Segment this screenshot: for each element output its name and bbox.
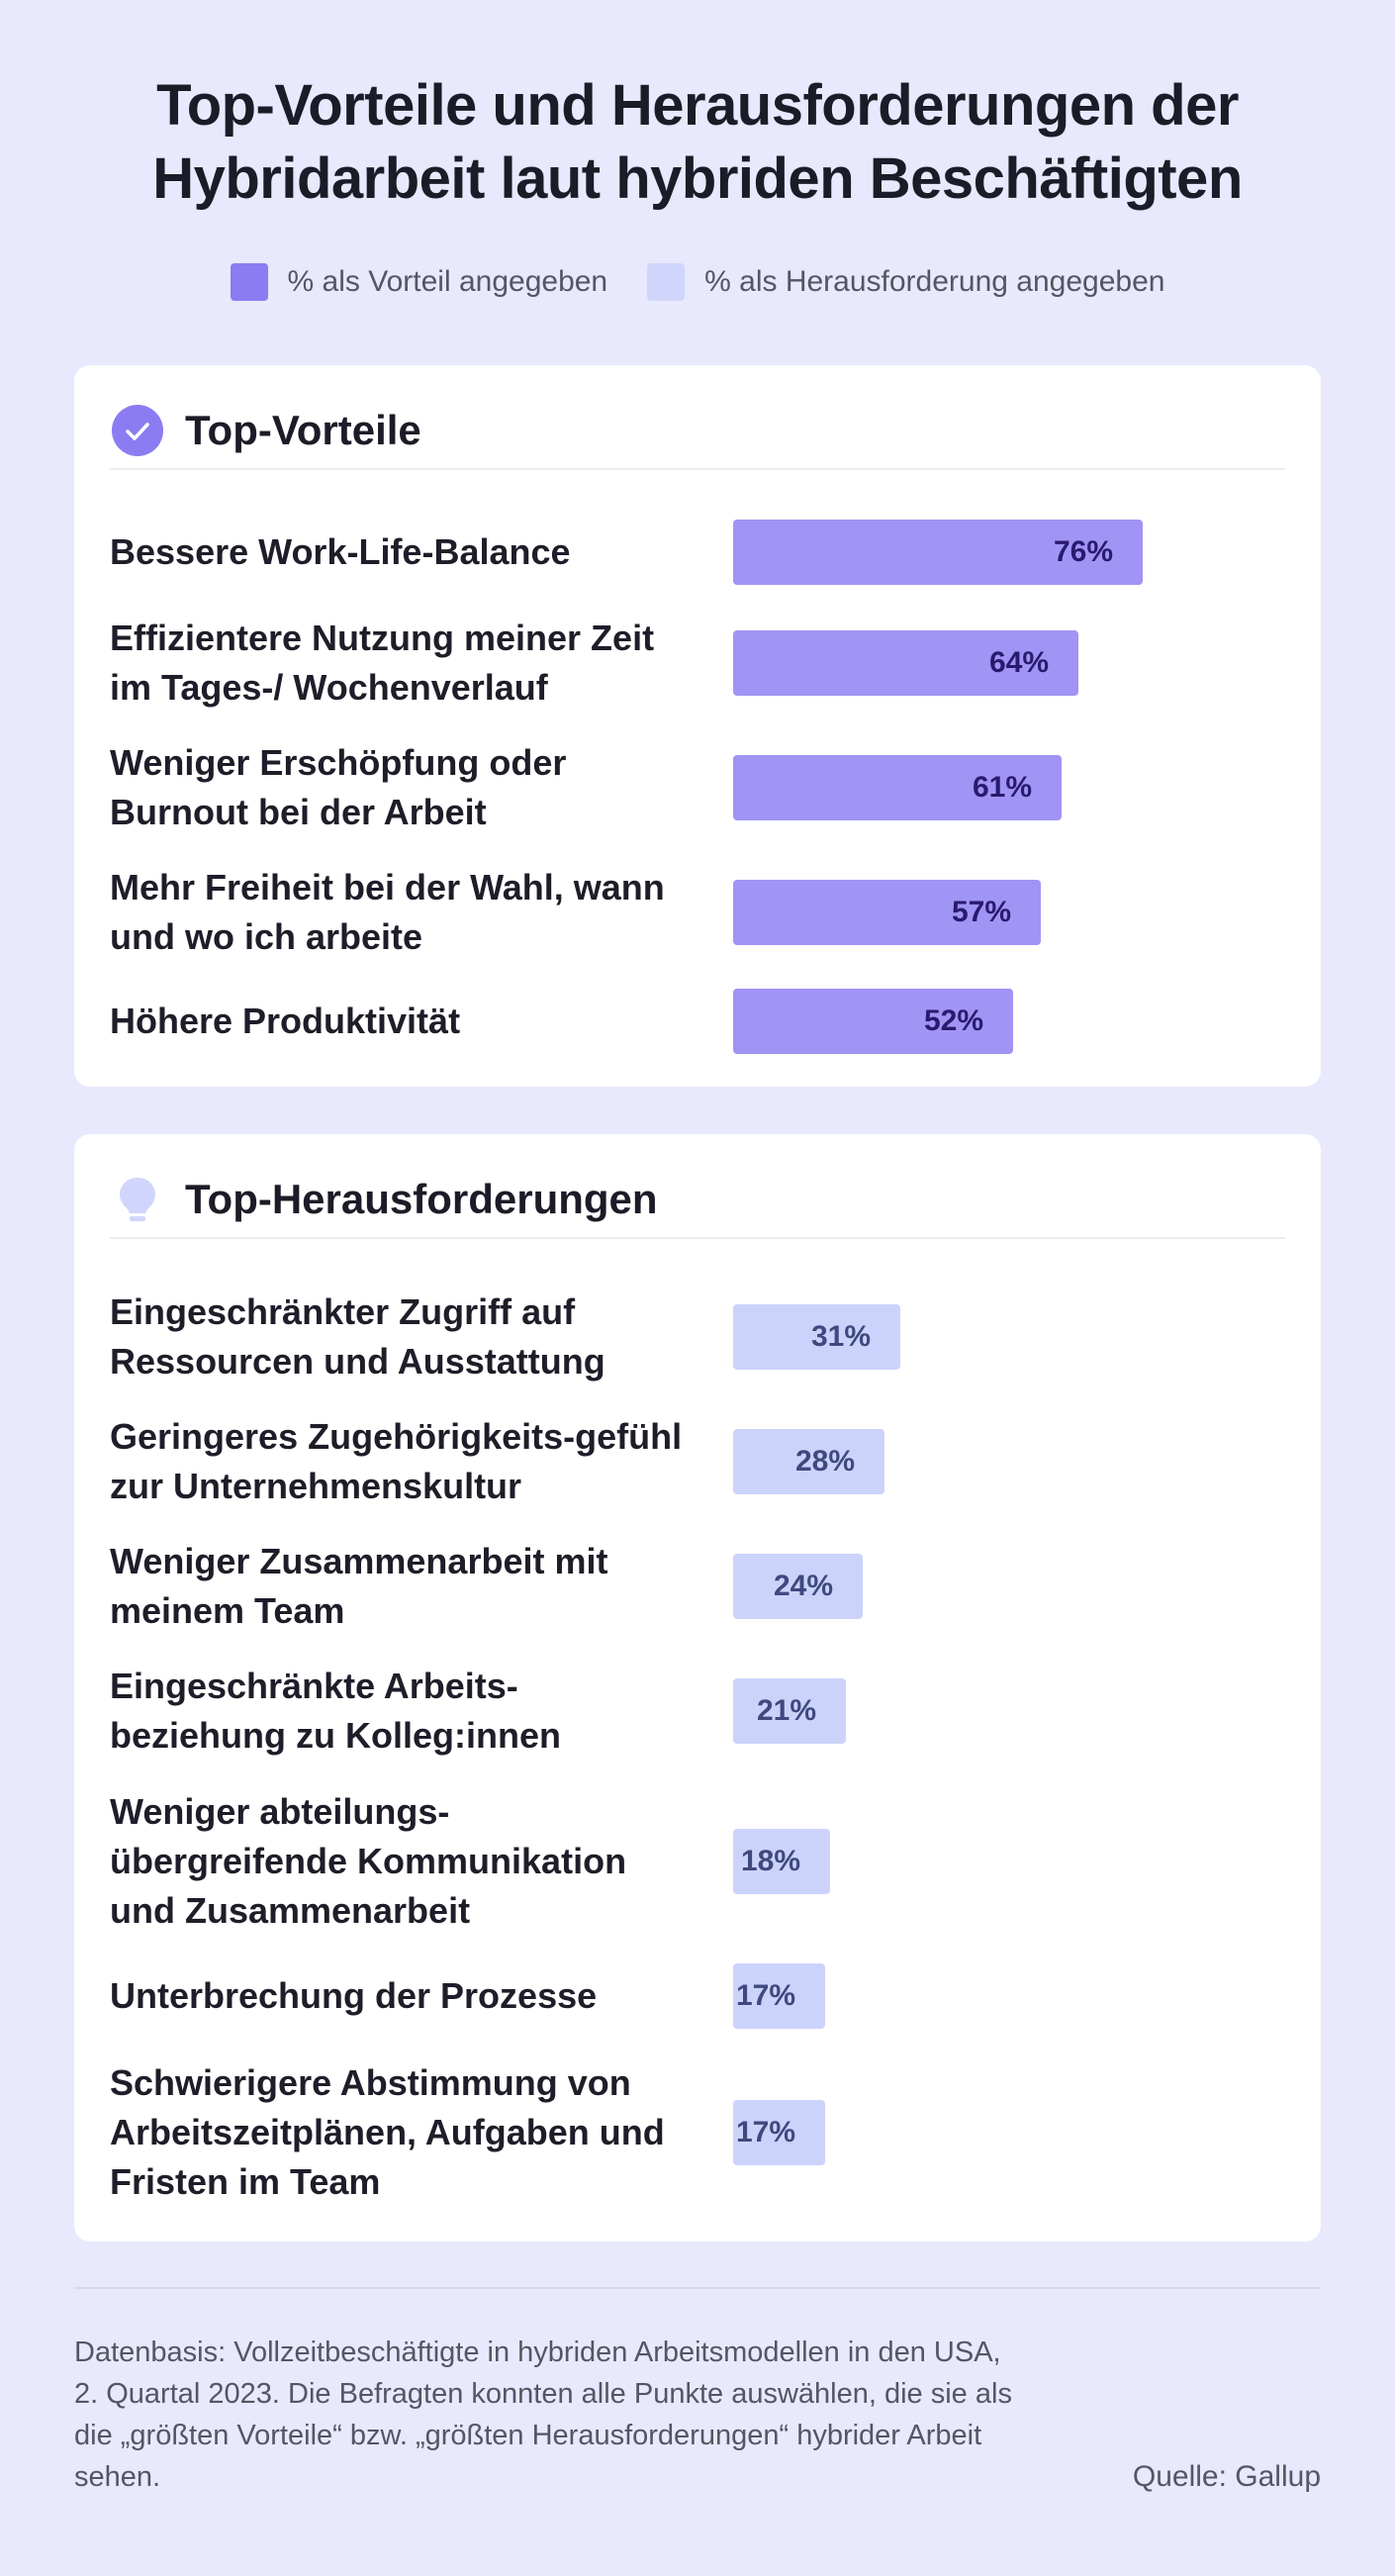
challenge-row: Weniger abteilungs-übergreifende Kommuni…: [74, 1787, 1321, 1936]
advantage-row: Höhere Produktivität 52%: [74, 989, 1321, 1054]
challenge-category-label: Eingeschränkter Zugriff auf Ressourcen u…: [110, 1288, 684, 1385]
advantage-value-label: 76%: [1054, 535, 1113, 569]
legend-label-challenge: % als Herausforderung angegeben: [704, 265, 1164, 299]
challenge-value-label: 28%: [795, 1445, 855, 1479]
legend-swatch-challenge: [647, 263, 685, 301]
challenges-title: Top-Herausforderungen: [185, 1176, 658, 1223]
challenge-bar: 28%: [733, 1429, 884, 1494]
advantage-category-label: Effizientere Nutzung meiner Zeit im Tage…: [110, 615, 684, 712]
advantage-row: Bessere Work-Life-Balance 76%: [74, 520, 1321, 585]
advantage-category-label: Höhere Produktivität: [110, 989, 684, 1054]
challenge-row: Schwierigere Abstimmung von Arbeitszeitp…: [74, 2058, 1321, 2207]
challenge-category-label: Schwierigere Abstimmung von Arbeitszeitp…: [110, 2058, 684, 2207]
challenge-row: Geringeres Zugehörigkeits-gefühl zur Unt…: [74, 1413, 1321, 1510]
challenge-category-label: Geringeres Zugehörigkeits-gefühl zur Unt…: [110, 1413, 684, 1510]
advantages-card: Top-Vorteile Bessere Work-Life-Balance 76…: [74, 365, 1321, 1087]
challenge-row: Unterbrechung der Prozesse 17%: [74, 1963, 1321, 2029]
legend-item-advantage: % als Vorteil angegeben: [231, 263, 608, 301]
challenge-value-label: 18%: [741, 1845, 800, 1878]
challenge-row: Eingeschränkter Zugriff auf Ressourcen u…: [74, 1288, 1321, 1385]
challenge-value-label: 21%: [757, 1694, 816, 1728]
challenge-value-label: 24%: [774, 1570, 833, 1603]
legend-swatch-advantage: [231, 263, 268, 301]
challenge-category-label: Weniger Zusammenarbeit mit meinem Team: [110, 1538, 684, 1635]
advantage-value-label: 52%: [924, 1004, 983, 1038]
challenge-category-label: Unterbrechung der Prozesse: [110, 1963, 684, 2029]
challenge-category-label: Weniger abteilungs-übergreifende Kommuni…: [110, 1787, 684, 1936]
advantage-value-label: 64%: [989, 646, 1049, 680]
advantage-category-label: Mehr Freiheit bei der Wahl, wann und wo …: [110, 864, 684, 961]
challenge-row: Weniger Zusammenarbeit mit meinem Team 24…: [74, 1538, 1321, 1635]
challenge-bar: 17%: [733, 1963, 825, 2029]
footnote: Datenbasis: Vollzeitbeschäftigte in hybr…: [74, 2332, 1024, 2498]
challenges-divider: [110, 1237, 1285, 1239]
challenge-bar: 24%: [733, 1554, 863, 1619]
advantage-bar: 76%: [733, 520, 1143, 585]
advantage-row: Effizientere Nutzung meiner Zeit im Tage…: [74, 615, 1321, 712]
challenge-bar: 31%: [733, 1304, 900, 1370]
legend-item-challenge: % als Herausforderung angegeben: [647, 263, 1164, 301]
advantages-header: Top-Vorteile: [110, 403, 421, 458]
legend-label-advantage: % als Vorteil angegeben: [288, 265, 608, 299]
legend: % als Vorteil angegeben % als Herausford…: [0, 263, 1395, 301]
challenges-card: Top-Herausforderungen Eingeschränkter Zu…: [74, 1134, 1321, 2242]
challenge-row: Eingeschränkte Arbeits-beziehung zu Koll…: [74, 1663, 1321, 1760]
advantage-bar: 57%: [733, 880, 1041, 945]
advantage-row: Mehr Freiheit bei der Wahl, wann und wo …: [74, 864, 1321, 961]
advantage-bar: 64%: [733, 630, 1078, 696]
challenge-category-label: Eingeschränkte Arbeits-beziehung zu Koll…: [110, 1663, 684, 1760]
advantage-row: Weniger Erschöpfung oder Burnout bei der…: [74, 739, 1321, 836]
footer-divider: [74, 2287, 1321, 2289]
advantage-category-label: Weniger Erschöpfung oder Burnout bei der…: [110, 739, 684, 836]
chart-title: Top-Vorteile und Herausforderungen der H…: [59, 69, 1336, 216]
challenges-header: Top-Herausforderungen: [110, 1172, 658, 1227]
lightbulb-icon: [110, 1172, 165, 1227]
challenge-value-label: 17%: [736, 1979, 795, 2013]
advantage-bar: 61%: [733, 755, 1062, 820]
challenge-bar: 18%: [733, 1829, 830, 1894]
challenge-value-label: 31%: [811, 1320, 871, 1354]
advantage-value-label: 57%: [952, 896, 1011, 929]
advantages-divider: [110, 468, 1285, 470]
advantage-category-label: Bessere Work-Life-Balance: [110, 520, 684, 585]
advantage-bar: 52%: [733, 989, 1013, 1054]
challenge-value-label: 17%: [736, 2116, 795, 2149]
advantage-value-label: 61%: [973, 771, 1032, 805]
challenge-bar: 17%: [733, 2100, 825, 2165]
check-circle-icon: [110, 403, 165, 458]
advantages-title: Top-Vorteile: [185, 407, 421, 454]
challenge-bar: 21%: [733, 1678, 846, 1744]
source: Quelle: Gallup: [1133, 2456, 1321, 2498]
